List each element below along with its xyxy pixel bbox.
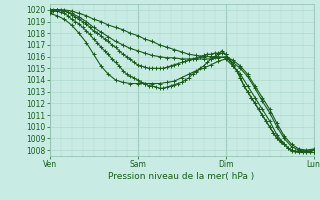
X-axis label: Pression niveau de la mer( hPa ): Pression niveau de la mer( hPa ) (108, 172, 255, 181)
